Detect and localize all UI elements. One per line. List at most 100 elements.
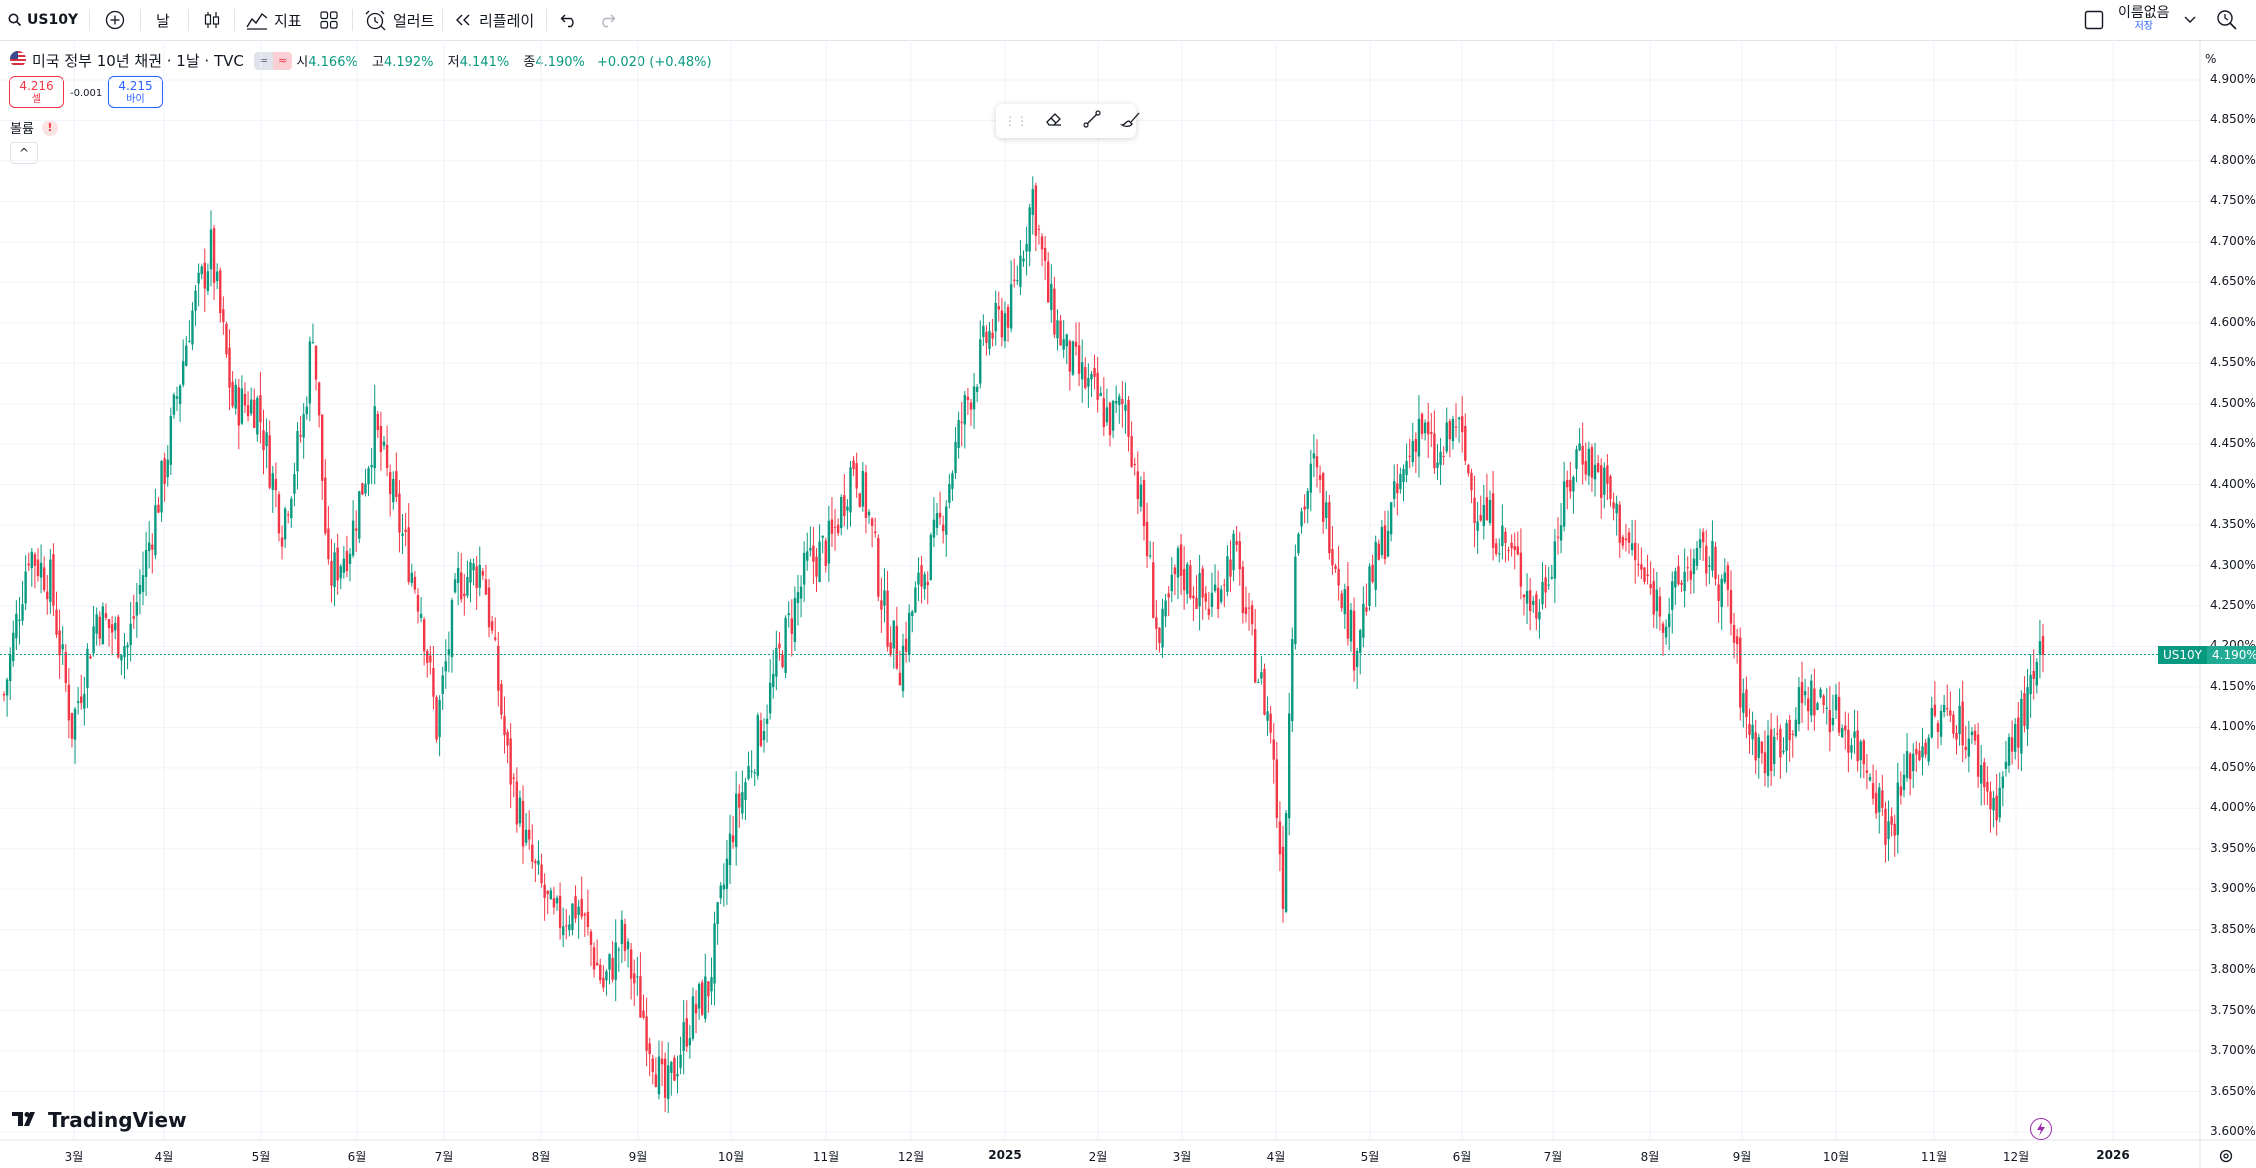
candle-body (812, 545, 815, 562)
candle-body (1386, 530, 1390, 557)
legend-actions[interactable]: = ≈ (253, 51, 293, 70)
candle-body (861, 470, 865, 507)
candle-body (487, 587, 491, 628)
redo-button[interactable] (598, 0, 616, 40)
candle-body (1995, 795, 1998, 821)
candle-body (883, 590, 886, 606)
chart-type-button[interactable] (202, 0, 222, 40)
candle-body (1961, 701, 1964, 746)
drag-handle-icon[interactable]: ⋮⋮ (1004, 114, 1028, 128)
candle-body (1936, 723, 1940, 733)
candle-body (809, 547, 812, 551)
layouts-button[interactable] (320, 0, 338, 40)
brush-icon[interactable] (1119, 109, 1142, 133)
warning-icon: ! (41, 119, 58, 136)
layout-menu-button[interactable] (2184, 0, 2196, 40)
candle-body (951, 473, 954, 490)
candle-body (308, 341, 312, 404)
candle-body (1634, 542, 1637, 561)
replay-label: 리플레이 (479, 11, 535, 30)
candle-body (1281, 846, 1285, 909)
volume-indicator[interactable]: 볼륨 ! (10, 118, 58, 137)
spread-value: -0.001 (70, 88, 103, 99)
ohlc-values: 시4.166% 고4.192% 저4.141% 종4.190% +0.020 (… (296, 51, 711, 70)
candle-body (1593, 464, 1597, 480)
symbol-title[interactable]: 미국 정부 10년 채권 · 1날 · TVC (32, 52, 244, 70)
collapse-legend-button[interactable]: ^ (10, 142, 38, 164)
price-scale-unit[interactable]: % (2205, 52, 2217, 66)
eraser-icon[interactable] (1044, 109, 1064, 133)
candle-body (623, 924, 627, 951)
top-toolbar: US10Y 날 지표 얼러트 리플레이 이름없음 저장 (0, 0, 2256, 41)
candle-body (1287, 713, 1291, 819)
tradingview-logo[interactable]: TradingView (12, 1108, 187, 1132)
candle-body (1223, 584, 1226, 586)
candle-body (419, 613, 423, 618)
trend-line-icon[interactable] (1082, 109, 1102, 133)
candle-body (92, 626, 95, 654)
buy-button[interactable]: 4.215 바이 (108, 76, 163, 108)
candle-body (531, 844, 534, 862)
alerts-button[interactable]: 얼러트 (364, 0, 434, 40)
candle-body (1797, 687, 1801, 725)
candle-body (1782, 750, 1785, 753)
candle-body (1683, 571, 1686, 592)
indicators-button[interactable]: 지표 (246, 0, 302, 40)
candle-body (302, 414, 305, 438)
candle-body (929, 534, 933, 581)
undo-button[interactable] (560, 0, 578, 40)
candle-body (249, 399, 253, 414)
candle-body (898, 672, 902, 686)
candle-body (1467, 464, 1470, 474)
candle-body (324, 477, 327, 534)
settings-gear-icon[interactable] (2218, 1148, 2234, 1168)
candle-body (1454, 426, 1458, 428)
sell-button[interactable]: 4.216 셀 (9, 76, 64, 108)
candle-body (290, 498, 293, 519)
interval-button[interactable]: 날 (156, 0, 170, 40)
candle-body (351, 520, 355, 556)
candle-body (1006, 307, 1010, 328)
candle-body (1210, 592, 1214, 608)
time-tick-label: 2월 (1088, 1150, 1108, 1164)
candle-body (1942, 704, 1946, 713)
candle-body (1695, 547, 1699, 566)
compare-button[interactable] (105, 0, 125, 40)
candle-body (716, 902, 719, 925)
lightning-icon[interactable] (2030, 1118, 2052, 1140)
candle-body (731, 835, 735, 843)
candle-body (101, 606, 105, 645)
candle-body (979, 339, 982, 384)
candle-body (1708, 565, 1711, 567)
symbol-search-button[interactable]: US10Y (8, 0, 78, 40)
price-tick-label: 3.600% (2210, 1124, 2256, 1138)
candle-body (1337, 568, 1340, 586)
candle-body (432, 668, 435, 697)
quick-search-button[interactable] (2216, 0, 2238, 40)
candle-body (49, 559, 52, 602)
candle-body (1321, 473, 1325, 522)
candle-body (410, 572, 413, 583)
candle-body (107, 619, 111, 629)
candle-body (185, 345, 188, 366)
candle-body (1368, 566, 1371, 606)
candle-body (1745, 689, 1748, 718)
candle-body (1145, 521, 1149, 557)
layout-toggle-button[interactable] (2084, 0, 2104, 40)
candle-body (697, 983, 701, 1009)
candle-body (1980, 765, 1983, 784)
time-tick-label: 4월 (154, 1150, 174, 1164)
candle-body (1522, 594, 1526, 598)
layout-name-button[interactable]: 이름없음 저장 (2118, 0, 2170, 40)
candle-body (1831, 718, 1835, 726)
candle-body (506, 731, 509, 746)
candle-body (1865, 770, 1869, 773)
sell-price: 4.216 (19, 79, 54, 93)
candle-body (70, 713, 74, 739)
candle-body (246, 405, 250, 417)
candle-body (1779, 728, 1782, 758)
price-tick-label: 4.000% (2210, 800, 2256, 815)
replay-button[interactable]: 리플레이 (454, 0, 534, 40)
candle-body (543, 884, 546, 898)
